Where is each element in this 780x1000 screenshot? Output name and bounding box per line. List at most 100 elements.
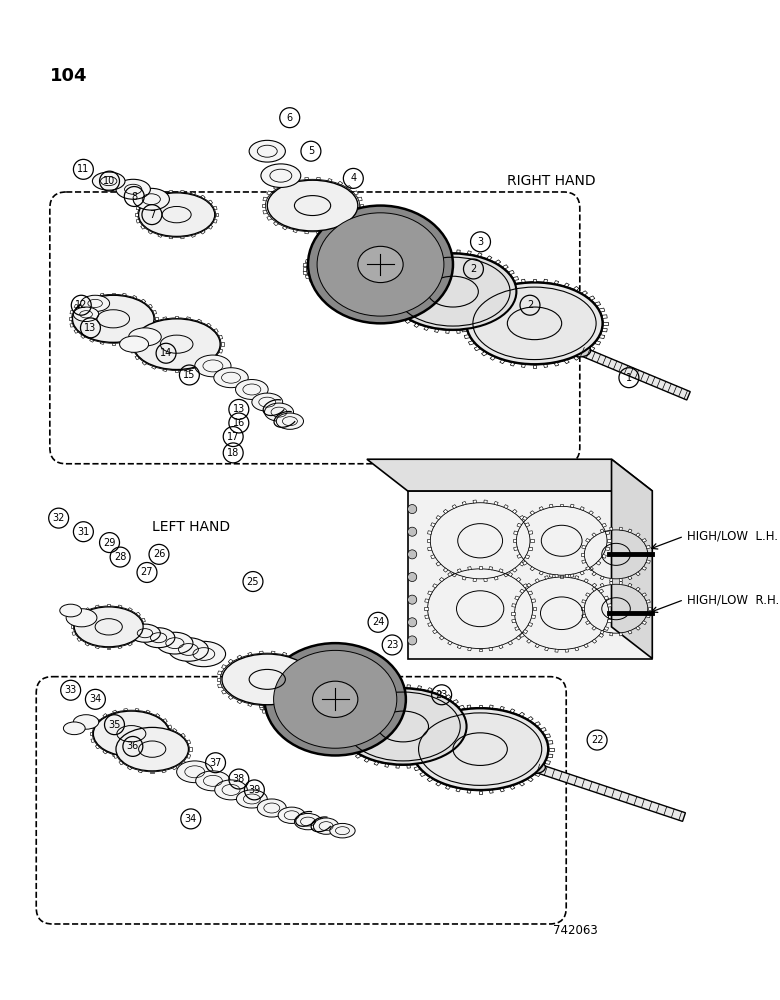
Polygon shape — [148, 195, 152, 199]
Ellipse shape — [63, 722, 85, 735]
Polygon shape — [400, 691, 405, 694]
Polygon shape — [592, 572, 596, 576]
Polygon shape — [135, 757, 139, 759]
Polygon shape — [607, 539, 611, 542]
Polygon shape — [519, 782, 525, 786]
Polygon shape — [172, 728, 177, 732]
Polygon shape — [596, 561, 601, 565]
Polygon shape — [503, 265, 509, 269]
Polygon shape — [467, 705, 471, 708]
Ellipse shape — [264, 403, 293, 421]
Ellipse shape — [330, 823, 355, 838]
Polygon shape — [582, 545, 586, 549]
Polygon shape — [156, 750, 160, 754]
Polygon shape — [263, 197, 268, 201]
Polygon shape — [457, 330, 460, 333]
Polygon shape — [271, 687, 276, 691]
Polygon shape — [356, 695, 361, 699]
Polygon shape — [582, 600, 586, 603]
Polygon shape — [592, 533, 596, 537]
Polygon shape — [138, 770, 143, 773]
Polygon shape — [600, 630, 604, 634]
Text: 14: 14 — [160, 348, 172, 358]
Polygon shape — [525, 523, 530, 527]
Polygon shape — [404, 694, 409, 698]
Polygon shape — [367, 459, 652, 491]
Polygon shape — [282, 181, 287, 185]
Polygon shape — [490, 356, 495, 360]
Polygon shape — [420, 722, 425, 726]
Polygon shape — [286, 682, 291, 685]
Polygon shape — [346, 186, 352, 189]
Polygon shape — [434, 251, 438, 254]
Polygon shape — [308, 690, 313, 694]
Polygon shape — [175, 370, 179, 372]
Polygon shape — [535, 644, 540, 648]
Polygon shape — [521, 364, 526, 367]
Polygon shape — [457, 645, 462, 649]
Polygon shape — [151, 366, 156, 369]
Polygon shape — [523, 630, 528, 634]
Polygon shape — [647, 607, 651, 610]
Polygon shape — [642, 566, 647, 570]
Polygon shape — [513, 303, 519, 307]
Polygon shape — [599, 633, 604, 637]
Polygon shape — [468, 567, 471, 570]
Polygon shape — [600, 583, 604, 587]
Polygon shape — [526, 639, 531, 643]
Text: 13: 13 — [84, 323, 97, 333]
Polygon shape — [628, 583, 632, 587]
Polygon shape — [474, 347, 480, 351]
Polygon shape — [420, 291, 424, 294]
Polygon shape — [201, 231, 205, 234]
Polygon shape — [385, 296, 390, 300]
Polygon shape — [535, 579, 540, 583]
Polygon shape — [153, 324, 157, 327]
Polygon shape — [148, 231, 152, 234]
Polygon shape — [433, 630, 438, 634]
Polygon shape — [523, 561, 527, 565]
Polygon shape — [141, 335, 146, 338]
Polygon shape — [90, 295, 94, 298]
Polygon shape — [127, 766, 132, 770]
Polygon shape — [514, 531, 518, 535]
Polygon shape — [420, 244, 424, 247]
Polygon shape — [636, 533, 640, 537]
Polygon shape — [495, 319, 501, 323]
Polygon shape — [436, 562, 441, 566]
Polygon shape — [427, 777, 433, 782]
Polygon shape — [533, 607, 537, 610]
Polygon shape — [628, 576, 632, 580]
Polygon shape — [608, 604, 612, 607]
Polygon shape — [592, 587, 596, 591]
Polygon shape — [228, 659, 233, 663]
Polygon shape — [490, 286, 495, 291]
Polygon shape — [74, 330, 78, 333]
Polygon shape — [642, 538, 647, 542]
Polygon shape — [433, 584, 438, 588]
Polygon shape — [435, 286, 441, 289]
Polygon shape — [453, 749, 459, 753]
Polygon shape — [338, 181, 342, 185]
Polygon shape — [191, 192, 196, 195]
Polygon shape — [457, 569, 462, 572]
Polygon shape — [405, 319, 410, 323]
Polygon shape — [619, 527, 622, 530]
Polygon shape — [452, 505, 456, 509]
Polygon shape — [356, 754, 361, 758]
Polygon shape — [349, 728, 353, 730]
Polygon shape — [467, 251, 471, 254]
Polygon shape — [162, 770, 166, 773]
Polygon shape — [487, 323, 492, 327]
Polygon shape — [560, 575, 563, 578]
Ellipse shape — [139, 193, 215, 236]
Text: LEFT HAND: LEFT HAND — [152, 520, 230, 534]
Ellipse shape — [73, 715, 99, 729]
Polygon shape — [445, 695, 451, 699]
Polygon shape — [516, 283, 521, 287]
Ellipse shape — [412, 708, 548, 790]
Polygon shape — [516, 577, 521, 582]
Polygon shape — [144, 625, 147, 628]
Ellipse shape — [176, 761, 213, 783]
Polygon shape — [142, 323, 147, 327]
